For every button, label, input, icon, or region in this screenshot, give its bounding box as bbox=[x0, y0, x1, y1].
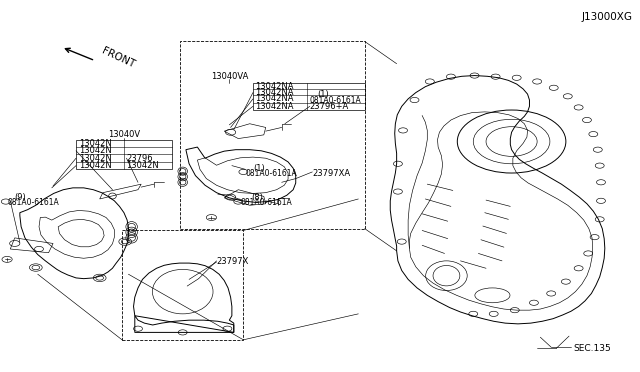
Text: FRONT: FRONT bbox=[100, 46, 136, 70]
Text: 13042N: 13042N bbox=[79, 154, 111, 163]
Text: 13042N: 13042N bbox=[79, 161, 111, 170]
Text: 13042N: 13042N bbox=[79, 139, 111, 148]
Text: 13042N: 13042N bbox=[127, 161, 159, 170]
Text: (1): (1) bbox=[253, 164, 266, 173]
Text: (1): (1) bbox=[317, 90, 329, 99]
Text: 13040V: 13040V bbox=[108, 130, 140, 140]
Text: 081A0-6161A: 081A0-6161A bbox=[245, 169, 297, 177]
Text: 13040VA: 13040VA bbox=[211, 72, 248, 81]
Text: 13042NA: 13042NA bbox=[255, 82, 293, 91]
Text: 081A0-6161A: 081A0-6161A bbox=[7, 198, 59, 207]
Text: 081A0-6161A: 081A0-6161A bbox=[240, 198, 292, 207]
Text: 081A0-6161A: 081A0-6161A bbox=[310, 96, 362, 105]
Text: 13042NA: 13042NA bbox=[255, 102, 293, 111]
Text: 23797XA: 23797XA bbox=[312, 169, 351, 177]
Text: 13042N: 13042N bbox=[79, 146, 111, 155]
Text: 13042NA: 13042NA bbox=[255, 94, 293, 103]
Text: (9): (9) bbox=[15, 193, 26, 202]
Text: 23797X: 23797X bbox=[216, 257, 249, 266]
Text: 23796: 23796 bbox=[127, 154, 153, 163]
Text: SEC.135: SEC.135 bbox=[573, 344, 611, 353]
Text: 13042NA: 13042NA bbox=[255, 88, 293, 97]
Text: J13000XG: J13000XG bbox=[582, 12, 633, 22]
Text: (8): (8) bbox=[251, 193, 263, 202]
Text: 23796+A: 23796+A bbox=[310, 102, 349, 111]
